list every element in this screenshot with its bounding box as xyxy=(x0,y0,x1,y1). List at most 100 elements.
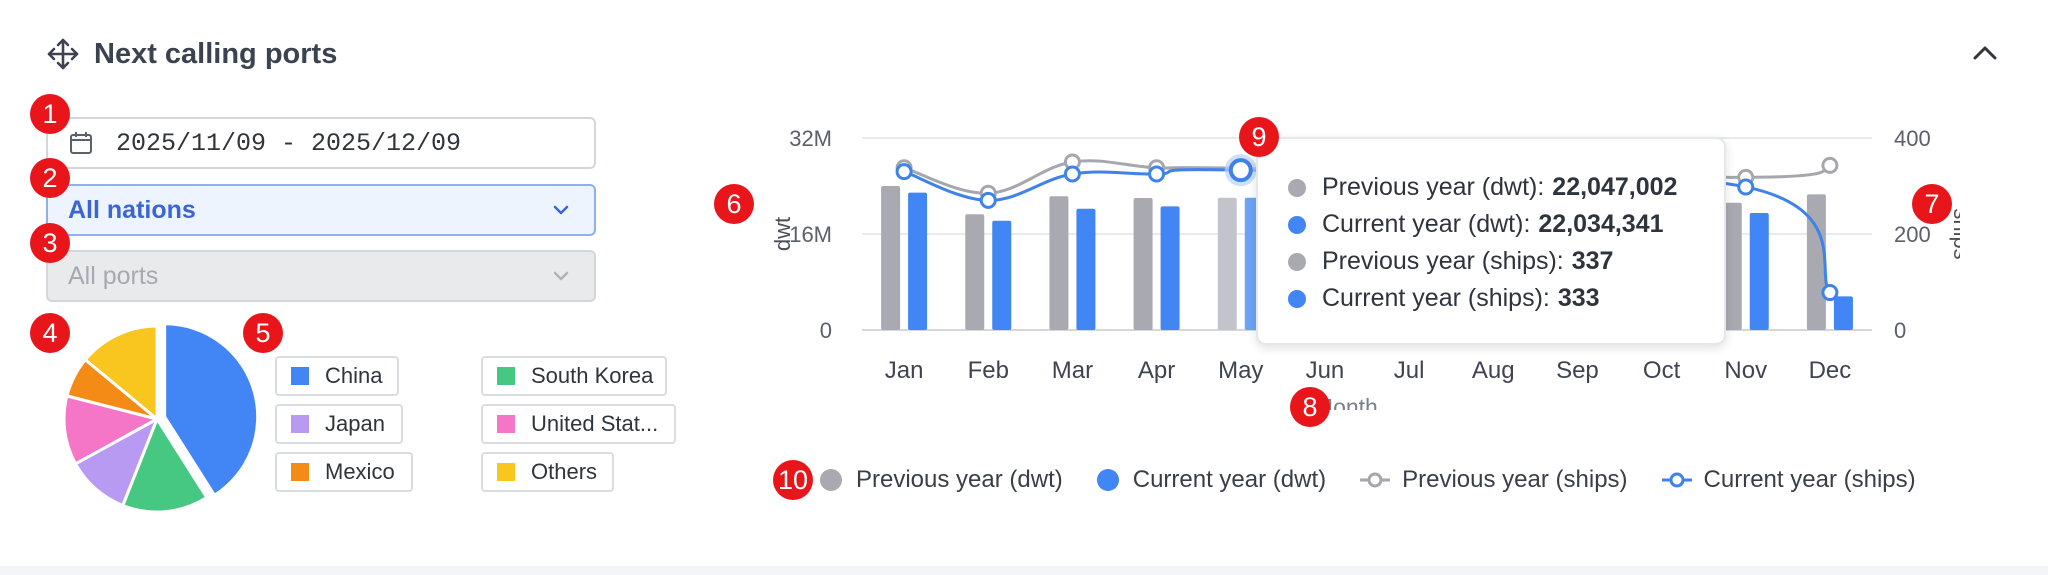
annotation-marker: 1 xyxy=(30,94,70,134)
tooltip-value: 333 xyxy=(1557,284,1600,312)
y2-tick-label: 200 xyxy=(1894,222,1931,247)
x-tick-label: Sep xyxy=(1556,357,1599,384)
card-title: Next calling ports xyxy=(94,37,338,70)
bar-previous-mar[interactable] xyxy=(1049,196,1069,330)
legend-label: Japan xyxy=(325,411,385,436)
y2-tick-label: 400 xyxy=(1894,126,1931,151)
legend-label: United Stat... xyxy=(531,411,659,436)
x-tick-label: Apr xyxy=(1138,357,1175,384)
bar-current-nov[interactable] xyxy=(1749,213,1769,330)
point-current-ships-may[interactable] xyxy=(1228,158,1253,183)
x-tick-label: Feb xyxy=(968,357,1009,384)
legend-label: Previous year (ships) xyxy=(1402,466,1628,493)
legend-current-ships[interactable]: Current year (ships) xyxy=(1661,466,1916,494)
bar-current-apr[interactable] xyxy=(1160,206,1180,330)
legend-swatch xyxy=(497,367,515,385)
legend-label: Previous year (dwt) xyxy=(856,466,1063,493)
y-axis-title: dwt xyxy=(770,217,795,251)
pie-legend-item-mexico[interactable]: Mexico xyxy=(275,452,413,492)
x-tick-label: Nov xyxy=(1724,357,1767,384)
legend-label: Current year (ships) xyxy=(1703,466,1916,493)
bar-current-mar[interactable] xyxy=(1076,208,1096,330)
chevron-down-icon xyxy=(553,271,569,281)
annotation-marker: 4 xyxy=(30,313,70,353)
x-tick-label: Jan xyxy=(885,357,924,384)
pie-slice-china[interactable] xyxy=(163,322,260,498)
legend-label: Mexico xyxy=(325,459,395,484)
point-current-ships-jan[interactable] xyxy=(895,163,913,181)
point-current-ships-nov[interactable] xyxy=(1737,178,1755,196)
point-previous-ships-dec[interactable] xyxy=(1821,156,1839,174)
legend-label: Others xyxy=(531,459,598,484)
tooltip-label: Current year (dwt): xyxy=(1322,210,1531,238)
point-current-ships-dec[interactable] xyxy=(1821,284,1839,302)
y-tick-label: 16M xyxy=(789,222,832,247)
tooltip-label: Current year (ships): xyxy=(1322,284,1550,312)
bar-previous-dec[interactable] xyxy=(1806,194,1826,330)
annotation-marker: 9 xyxy=(1239,117,1279,157)
tooltip-label: Previous year (dwt): xyxy=(1322,173,1545,201)
pie-slice-south-korea[interactable] xyxy=(120,415,209,514)
legend-previous-dwt[interactable]: Previous year (dwt) xyxy=(820,466,1063,494)
x-tick-label: Oct xyxy=(1643,357,1681,384)
point-current-ships-apr[interactable] xyxy=(1148,165,1166,183)
legend-previous-ships[interactable]: Previous year (ships) xyxy=(1360,466,1628,494)
bar-current-jan[interactable] xyxy=(908,192,928,330)
x-tick-label: Jun xyxy=(1306,357,1345,384)
date-range-picker[interactable]: 2025/11/09 - 2025/12/09 xyxy=(46,117,596,169)
legend-current-dwt[interactable]: Current year (dwt) xyxy=(1096,466,1327,494)
bar-current-feb[interactable] xyxy=(992,220,1012,330)
point-current-ships-mar[interactable] xyxy=(1063,165,1081,183)
legend-swatch xyxy=(291,367,309,385)
card-header: Next calling ports xyxy=(46,34,337,74)
ports-select[interactable]: All ports xyxy=(46,250,596,302)
bar-previous-feb[interactable] xyxy=(965,214,985,330)
annotation-marker: 8 xyxy=(1290,387,1330,427)
x-tick-label: Aug xyxy=(1472,357,1515,384)
chart-tooltip: Previous year (dwt): 22,047,002 Current y… xyxy=(1256,137,1726,345)
page-bottom-strip xyxy=(0,566,2048,575)
x-tick-label: May xyxy=(1218,357,1263,384)
tooltip-value: 337 xyxy=(1571,247,1614,275)
y-tick-label: 0 xyxy=(820,318,832,343)
y-tick-label: 32M xyxy=(789,126,832,151)
legend-swatch xyxy=(291,463,309,481)
pie-legend-item-japan[interactable]: Japan xyxy=(275,404,403,444)
pie-legend-item-united-states[interactable]: United Stat... xyxy=(481,404,676,444)
bar-previous-may[interactable] xyxy=(1217,197,1237,330)
ports-select-value: All ports xyxy=(68,261,159,290)
legend-label: Current year (dwt) xyxy=(1132,466,1327,493)
pie-slice-others[interactable] xyxy=(83,324,159,423)
annotation-marker: 2 xyxy=(30,158,70,198)
bar-previous-nov[interactable] xyxy=(1722,202,1742,330)
pie-legend-item-china[interactable]: China xyxy=(275,356,399,396)
annotation-marker: 7 xyxy=(1912,184,1952,224)
y2-axis-title: ships xyxy=(1949,208,1960,259)
annotation-marker: 5 xyxy=(243,313,283,353)
legend-label: South Korea xyxy=(531,363,654,388)
annotation-marker: 3 xyxy=(30,223,70,263)
calendar-icon xyxy=(70,132,92,154)
chart-legend: Previous year (dwt) Current year (dwt) P… xyxy=(820,462,1950,498)
move-arrows-icon[interactable] xyxy=(46,37,80,71)
legend-swatch xyxy=(497,415,515,433)
pie-legend-item-others[interactable]: Others xyxy=(481,452,614,492)
chevron-up-icon[interactable] xyxy=(1970,38,2000,68)
bar-current-dec[interactable] xyxy=(1833,296,1853,330)
tooltip-row-previous-ships: Previous year (ships): 337 xyxy=(1288,243,1724,280)
tooltip-row-current-dwt: Current year (dwt): 22,034,341 xyxy=(1288,206,1724,243)
legend-label: China xyxy=(325,363,383,388)
annotation-marker: 6 xyxy=(714,184,754,224)
point-current-ships-feb[interactable] xyxy=(979,191,997,209)
annotation-marker: 10 xyxy=(773,460,813,500)
x-tick-label: Dec xyxy=(1809,357,1852,384)
bar-previous-apr[interactable] xyxy=(1133,198,1153,330)
x-tick-label: Jul xyxy=(1394,357,1425,384)
legend-swatch xyxy=(497,463,515,481)
chevron-down-icon xyxy=(553,205,569,215)
pie-legend-item-south-korea[interactable]: South Korea xyxy=(481,356,667,396)
bar-previous-jan[interactable] xyxy=(881,186,901,330)
nation-select[interactable]: All nations xyxy=(46,184,596,236)
